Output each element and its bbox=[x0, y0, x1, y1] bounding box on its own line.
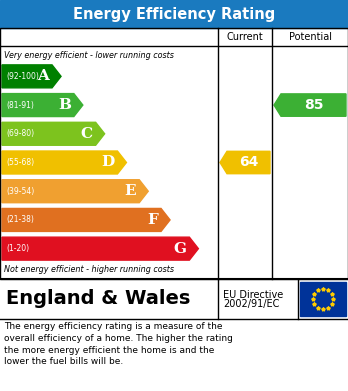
Bar bbox=[300, 282, 346, 316]
Polygon shape bbox=[2, 237, 198, 260]
Text: Potential: Potential bbox=[288, 32, 332, 42]
Text: (55-68): (55-68) bbox=[6, 158, 34, 167]
Text: 2002/91/EC: 2002/91/EC bbox=[223, 299, 279, 309]
Text: (39-54): (39-54) bbox=[6, 187, 34, 196]
Polygon shape bbox=[2, 208, 170, 231]
Text: Not energy efficient - higher running costs: Not energy efficient - higher running co… bbox=[4, 265, 174, 274]
Text: 85: 85 bbox=[304, 98, 323, 112]
Text: Current: Current bbox=[227, 32, 263, 42]
Polygon shape bbox=[274, 94, 346, 116]
Text: (92-100): (92-100) bbox=[6, 72, 39, 81]
Text: (21-38): (21-38) bbox=[6, 215, 34, 224]
Polygon shape bbox=[2, 180, 148, 203]
Text: Energy Efficiency Rating: Energy Efficiency Rating bbox=[73, 7, 275, 22]
Bar bbox=[0, 28, 348, 279]
Text: G: G bbox=[173, 242, 187, 256]
Bar bbox=[0, 0, 348, 28]
Text: (69-80): (69-80) bbox=[6, 129, 34, 138]
Polygon shape bbox=[2, 65, 61, 88]
Text: EU Directive: EU Directive bbox=[223, 290, 283, 300]
Text: (81-91): (81-91) bbox=[6, 100, 34, 109]
Text: E: E bbox=[125, 184, 136, 198]
Text: England & Wales: England & Wales bbox=[6, 289, 190, 308]
Polygon shape bbox=[2, 151, 126, 174]
Text: C: C bbox=[80, 127, 93, 141]
Text: B: B bbox=[58, 98, 71, 112]
Polygon shape bbox=[2, 122, 105, 145]
Text: D: D bbox=[101, 156, 114, 170]
Text: 64: 64 bbox=[239, 156, 258, 170]
Text: (1-20): (1-20) bbox=[6, 244, 29, 253]
Text: F: F bbox=[147, 213, 158, 227]
Text: The energy efficiency rating is a measure of the
overall efficiency of a home. T: The energy efficiency rating is a measur… bbox=[4, 322, 233, 366]
Text: A: A bbox=[37, 69, 49, 83]
Polygon shape bbox=[2, 93, 83, 117]
Polygon shape bbox=[220, 151, 270, 174]
Text: Very energy efficient - lower running costs: Very energy efficient - lower running co… bbox=[4, 50, 174, 59]
